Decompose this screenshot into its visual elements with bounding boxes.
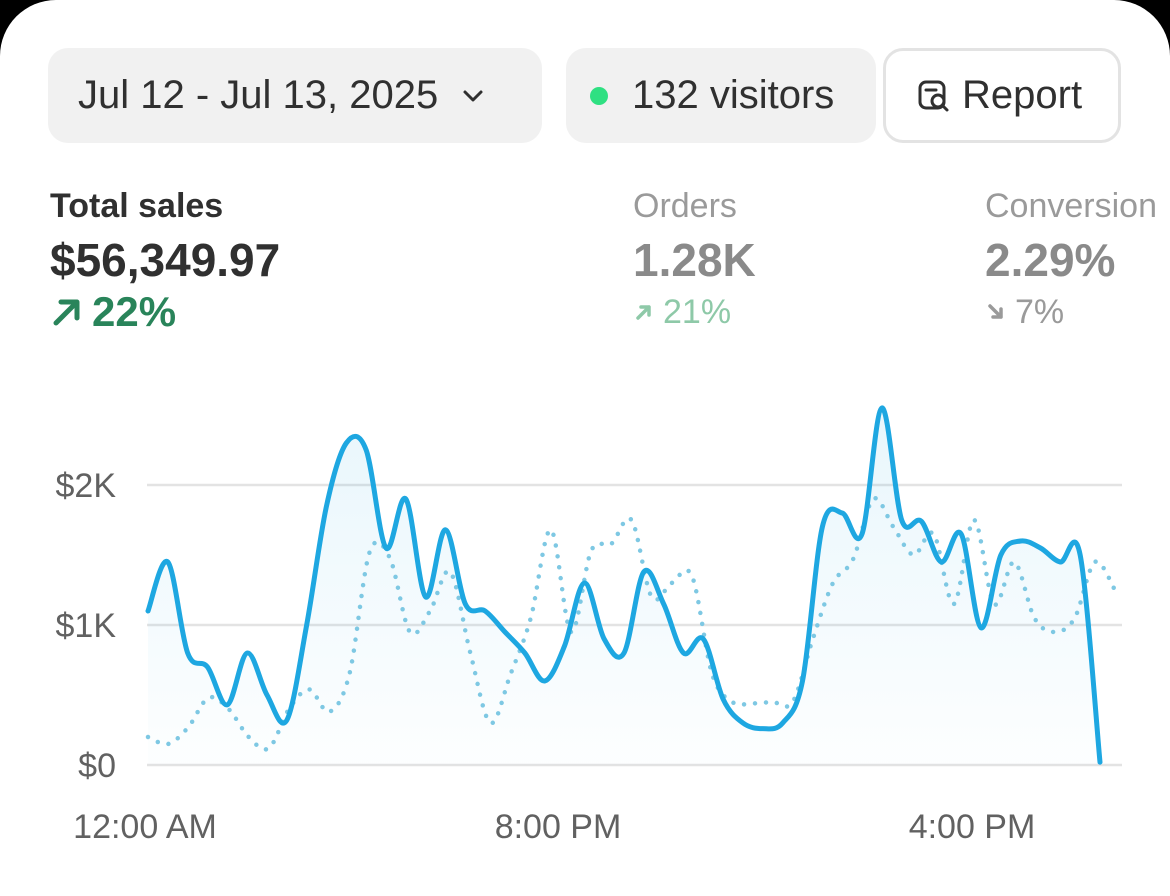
comparison-period-line: [145, 496, 1118, 752]
metric-label: Orders: [633, 187, 737, 225]
x-tick-label: 8:00 PM: [495, 808, 622, 846]
report-button[interactable]: Report: [883, 48, 1121, 143]
visitors-count: 132 visitors: [632, 73, 835, 117]
y-tick-label: $0: [78, 747, 116, 785]
metric-change-value: 22%: [92, 288, 177, 335]
metric-value: 2.29%: [985, 234, 1116, 286]
metric-label: Total sales: [50, 187, 224, 225]
live-status-dot: [590, 86, 608, 105]
sales-area-fill: [148, 407, 1100, 765]
metric-orders[interactable]: Orders 1.28K 21%: [633, 186, 756, 334]
chevron-down-icon: [460, 82, 488, 110]
metric-label: Conversion: [985, 187, 1157, 225]
metric-total-sales[interactable]: Total sales $56,349.97 22%: [50, 186, 280, 334]
metric-change: 7%: [985, 290, 1157, 334]
x-tick-label: 12:00 AM: [73, 808, 217, 846]
y-tick-label: $1K: [56, 607, 117, 645]
current-period-line: [145, 405, 1103, 765]
metric-change: 22%: [50, 290, 280, 334]
date-range-text: Jul 12 - Jul 13, 2025: [78, 73, 439, 117]
metric-change-value: 21%: [663, 293, 732, 331]
metric-value: 1.28K: [633, 234, 756, 286]
x-tick-label: 4:00 PM: [909, 808, 1036, 846]
y-tick-label: $2K: [56, 467, 117, 505]
metric-value: $56,349.97: [50, 234, 281, 286]
live-visitors-badge[interactable]: 132 visitors: [566, 48, 876, 143]
sales-line-chart: $0 $1K $2K 12:00 AM 8:00 PM 4:00 PM: [56, 405, 1122, 846]
date-range-selector[interactable]: Jul 12 - Jul 13, 2025: [48, 48, 542, 143]
metric-change-value: 7%: [1015, 293, 1065, 331]
report-label: Report: [962, 73, 1083, 117]
arrow-up-right-icon: [53, 299, 80, 326]
metric-change: 21%: [633, 290, 756, 334]
report-search-icon: [918, 80, 949, 111]
metric-conversion[interactable]: Conversion 2.29% 7%: [985, 186, 1157, 334]
arrow-down-right-icon: [988, 304, 1003, 319]
arrow-up-right-icon: [636, 305, 651, 320]
